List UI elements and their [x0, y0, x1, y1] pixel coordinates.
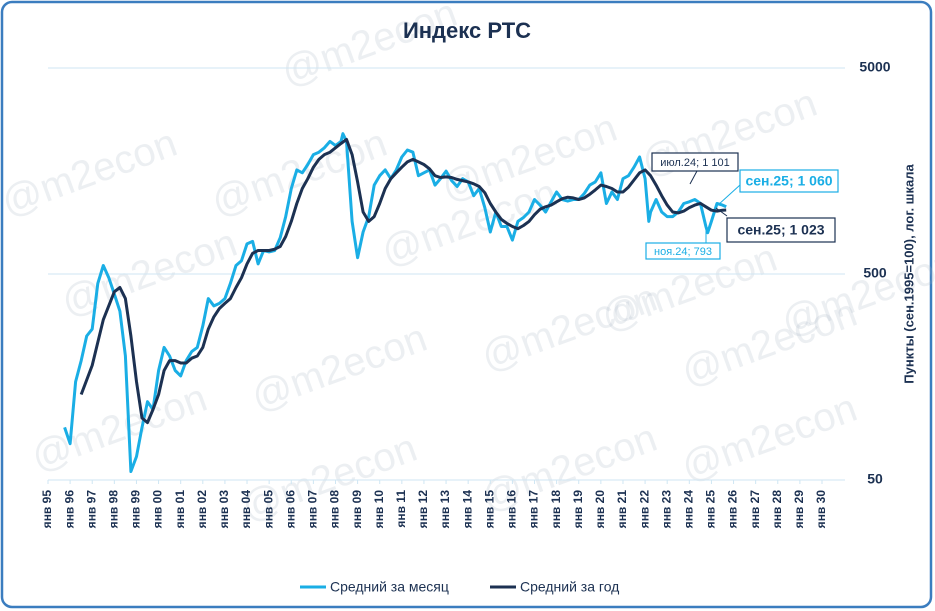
x-tick-label: янв 28: [770, 490, 784, 529]
annotation-box: [739, 169, 839, 193]
annotation: ноя.24; 793: [654, 246, 712, 258]
x-tick-label: янв 24: [681, 490, 695, 529]
annotation-box: [726, 217, 836, 243]
x-tick-label: янв 25: [704, 490, 718, 529]
x-tick-label: янв 96: [62, 490, 76, 529]
y-axis-label: Пункты (сен.1995=100), лог. шкала: [901, 164, 916, 384]
x-tick-label: янв 19: [571, 490, 585, 529]
x-tick-label: янв 16: [505, 490, 519, 529]
series-line: [63, 132, 727, 473]
x-tick-label: янв 22: [637, 490, 651, 529]
x-tick-label: янв 13: [438, 490, 452, 529]
x-tick-label: янв 23: [659, 490, 673, 529]
x-tick-label: янв 04: [239, 490, 253, 529]
y-tick-label: 500: [863, 265, 887, 281]
x-tick-label: янв 97: [84, 490, 98, 529]
annotation: июл.24; 1 101: [660, 157, 730, 169]
x-tick-label: янв 17: [527, 490, 541, 529]
x-tick-label: янв 14: [460, 490, 474, 529]
legend-label: Средний за год: [520, 579, 619, 595]
x-tick-label: янв 27: [748, 490, 762, 529]
x-tick-label: янв 20: [593, 490, 607, 529]
x-tick-label: янв 06: [283, 490, 297, 529]
y-tick-label: 5000: [859, 59, 890, 75]
x-tick-label: янв 21: [615, 490, 629, 529]
legend-label: Средний за месяц: [330, 579, 449, 595]
x-tick-label: янв 15: [482, 490, 496, 529]
x-tick-label: янв 09: [350, 490, 364, 529]
x-tick-label: янв 01: [173, 490, 187, 529]
x-tick-label: янв 18: [549, 490, 563, 529]
annotation-box: [645, 242, 721, 260]
chart-title: Индекс РТС: [403, 18, 531, 43]
x-tick-label: янв 03: [217, 490, 231, 529]
annotation-box: [651, 152, 739, 172]
annotation-leader: [689, 170, 698, 185]
x-tick-label: янв 26: [726, 490, 740, 529]
annotation-leader: [717, 184, 741, 206]
x-tick-label: янв 98: [107, 490, 121, 529]
x-tick-label: янв 99: [129, 490, 143, 529]
x-tick-label: янв 10: [372, 490, 386, 529]
annotation: сен.25; 1 060: [745, 173, 832, 189]
annotation: сен.25; 1 023: [737, 222, 824, 238]
x-tick-label: янв 95: [40, 490, 54, 529]
annotation-leader: [715, 207, 728, 217]
x-tick-label: янв 02: [195, 490, 209, 529]
x-tick-label: янв 30: [814, 490, 828, 529]
x-tick-label: янв 29: [792, 490, 806, 529]
series-line: [79, 137, 727, 425]
x-tick-label: янв 11: [394, 490, 408, 528]
y-tick-label: 50: [867, 471, 883, 487]
x-tick-label: янв 05: [261, 490, 275, 529]
x-tick-label: янв 12: [416, 490, 430, 529]
x-tick-label: янв 08: [328, 490, 342, 529]
x-tick-label: янв 07: [306, 490, 320, 529]
x-tick-label: янв 00: [151, 490, 165, 529]
